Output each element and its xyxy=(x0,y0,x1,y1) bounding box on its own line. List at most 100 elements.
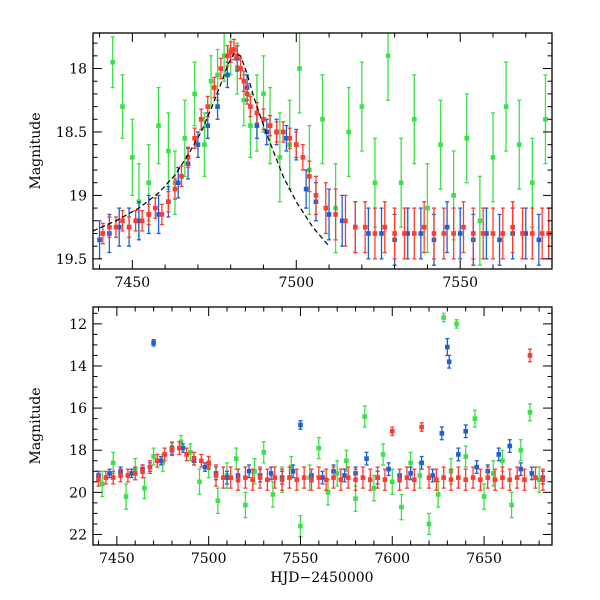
bottom-data-point xyxy=(507,443,513,449)
bottom-data-point xyxy=(96,477,101,483)
bottom-data-point xyxy=(132,471,138,476)
top-data-point xyxy=(471,231,476,236)
bottom-data-point xyxy=(412,477,417,483)
bottom-data-point xyxy=(527,410,533,415)
top-data-point xyxy=(523,231,529,236)
bottom-data-point xyxy=(147,464,153,470)
top-y-tick-label: 19.5 xyxy=(56,252,87,268)
top-data-point xyxy=(205,104,211,109)
top-data-point xyxy=(139,218,145,224)
top-data-point xyxy=(366,231,371,236)
bottom-data-point xyxy=(389,428,395,434)
top-data-point xyxy=(382,224,388,230)
bottom-data-point xyxy=(268,471,274,476)
top-data-point xyxy=(539,231,545,236)
top-data-point xyxy=(520,231,525,236)
bottom-data-point xyxy=(426,475,432,480)
bottom-data-point xyxy=(492,477,498,483)
top-data-point xyxy=(238,66,243,71)
top-data-point xyxy=(451,231,456,236)
bottom-data-point xyxy=(509,502,514,508)
bottom-data-point xyxy=(463,428,469,434)
bottom-data-point xyxy=(435,492,441,497)
bottom-data-point xyxy=(463,477,469,483)
bottom-data-point xyxy=(342,473,347,478)
bottom-data-point xyxy=(490,471,496,476)
bottom-data-point xyxy=(235,477,241,483)
bottom-data-point xyxy=(417,473,423,478)
bottom-data-point xyxy=(514,475,520,480)
bottom-data-point xyxy=(158,458,164,464)
top-data-point xyxy=(457,231,463,236)
top-data-point xyxy=(152,205,158,211)
top-data-point xyxy=(234,53,240,59)
bottom-data-point xyxy=(233,456,239,461)
top-data-point xyxy=(100,231,106,236)
bottom-data-point xyxy=(518,447,524,453)
bottom-x-tick-label: 7550 xyxy=(283,551,319,567)
bottom-y-axis-label: Magnitude xyxy=(28,387,44,464)
top-data-point xyxy=(264,129,270,135)
bottom-x-tick-label: 7450 xyxy=(99,551,135,567)
bottom-data-point xyxy=(199,458,204,464)
bottom-data-point xyxy=(386,466,391,472)
bottom-data-point xyxy=(301,475,307,480)
bottom-data-point xyxy=(478,477,483,483)
top-data-point xyxy=(480,231,486,236)
bottom-data-point xyxy=(294,477,300,483)
top-data-point xyxy=(212,85,217,90)
top-data-point xyxy=(497,237,502,243)
top-data-point xyxy=(313,193,319,198)
top-data-point xyxy=(120,218,125,224)
bottom-data-point xyxy=(107,471,112,476)
top-y-tick-label: 19 xyxy=(69,188,87,204)
bottom-data-point xyxy=(441,475,446,480)
bottom-data-point xyxy=(246,468,252,474)
top-data-point xyxy=(146,180,152,186)
bottom-data-point xyxy=(380,452,386,457)
top-data-point xyxy=(166,148,171,154)
top-data-point xyxy=(425,205,430,211)
bottom-data-point xyxy=(470,475,476,480)
top-data-point xyxy=(516,142,522,147)
bottom-data-point xyxy=(367,477,373,483)
bottom-data-point xyxy=(261,450,267,455)
bottom-data-point xyxy=(272,475,278,480)
top-data-point xyxy=(248,104,253,109)
top-data-point xyxy=(510,224,515,230)
bottom-data-point xyxy=(496,452,502,457)
top-data-point xyxy=(215,104,220,109)
bottom-data-point xyxy=(404,475,410,480)
top-data-point xyxy=(182,136,188,141)
bottom-data-point xyxy=(500,458,505,464)
bottom-data-point xyxy=(454,321,459,327)
top-data-point xyxy=(241,97,247,103)
bottom-data-point xyxy=(345,475,351,480)
top-y-axis-label: Magnitude xyxy=(28,112,44,189)
bottom-data-point xyxy=(257,475,263,480)
top-data-point xyxy=(136,218,142,224)
bottom-x-tick-label: 7600 xyxy=(374,551,410,567)
bottom-data-point xyxy=(446,359,452,365)
bottom-data-point xyxy=(298,422,303,428)
bottom-data-point xyxy=(279,477,285,483)
top-data-point xyxy=(372,180,378,186)
bottom-data-point xyxy=(371,485,377,491)
top-data-point xyxy=(221,53,227,59)
bottom-data-point xyxy=(485,475,491,480)
bottom-data-point xyxy=(184,452,189,457)
bottom-data-point xyxy=(426,521,432,527)
top-data-point xyxy=(303,186,309,192)
bottom-data-point xyxy=(331,475,336,480)
top-data-point xyxy=(359,104,365,109)
top-data-point xyxy=(333,212,338,217)
bottom-data-point xyxy=(536,477,542,483)
top-data-point xyxy=(392,231,397,236)
top-data-point xyxy=(284,136,289,141)
bottom-data-point xyxy=(202,464,208,470)
top-panel-axes: 7450 7500 7550 18 18.5 19 19.5 xyxy=(56,33,552,291)
bottom-data-point xyxy=(129,471,134,476)
top-data-point xyxy=(431,231,437,236)
top-data-point xyxy=(543,116,548,122)
bottom-data-point xyxy=(364,456,369,461)
